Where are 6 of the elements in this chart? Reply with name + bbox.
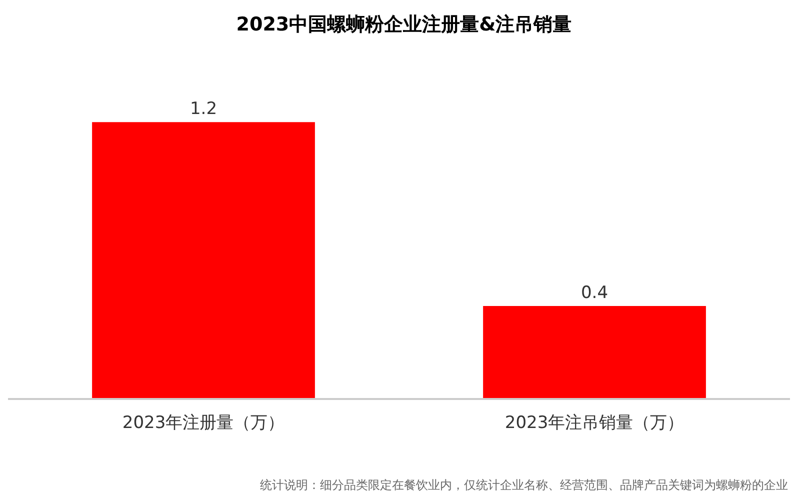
x-tick-label: 2023年注册量（万） — [122, 413, 285, 434]
data-label: 1.2 — [190, 99, 218, 120]
text: 统计说明：细分品类限定在餐饮业内，仅统计企业名称、经营范围、品牌产品关键词为螺蛳粉的企业 — [260, 478, 788, 492]
chart-title: 2023中国螺蛳粉企业注册量&注吊销量 — [236, 14, 572, 36]
data-label: 0.4 — [580, 283, 608, 304]
x-tick-label: 2023年注吊销量（万） — [504, 413, 684, 434]
